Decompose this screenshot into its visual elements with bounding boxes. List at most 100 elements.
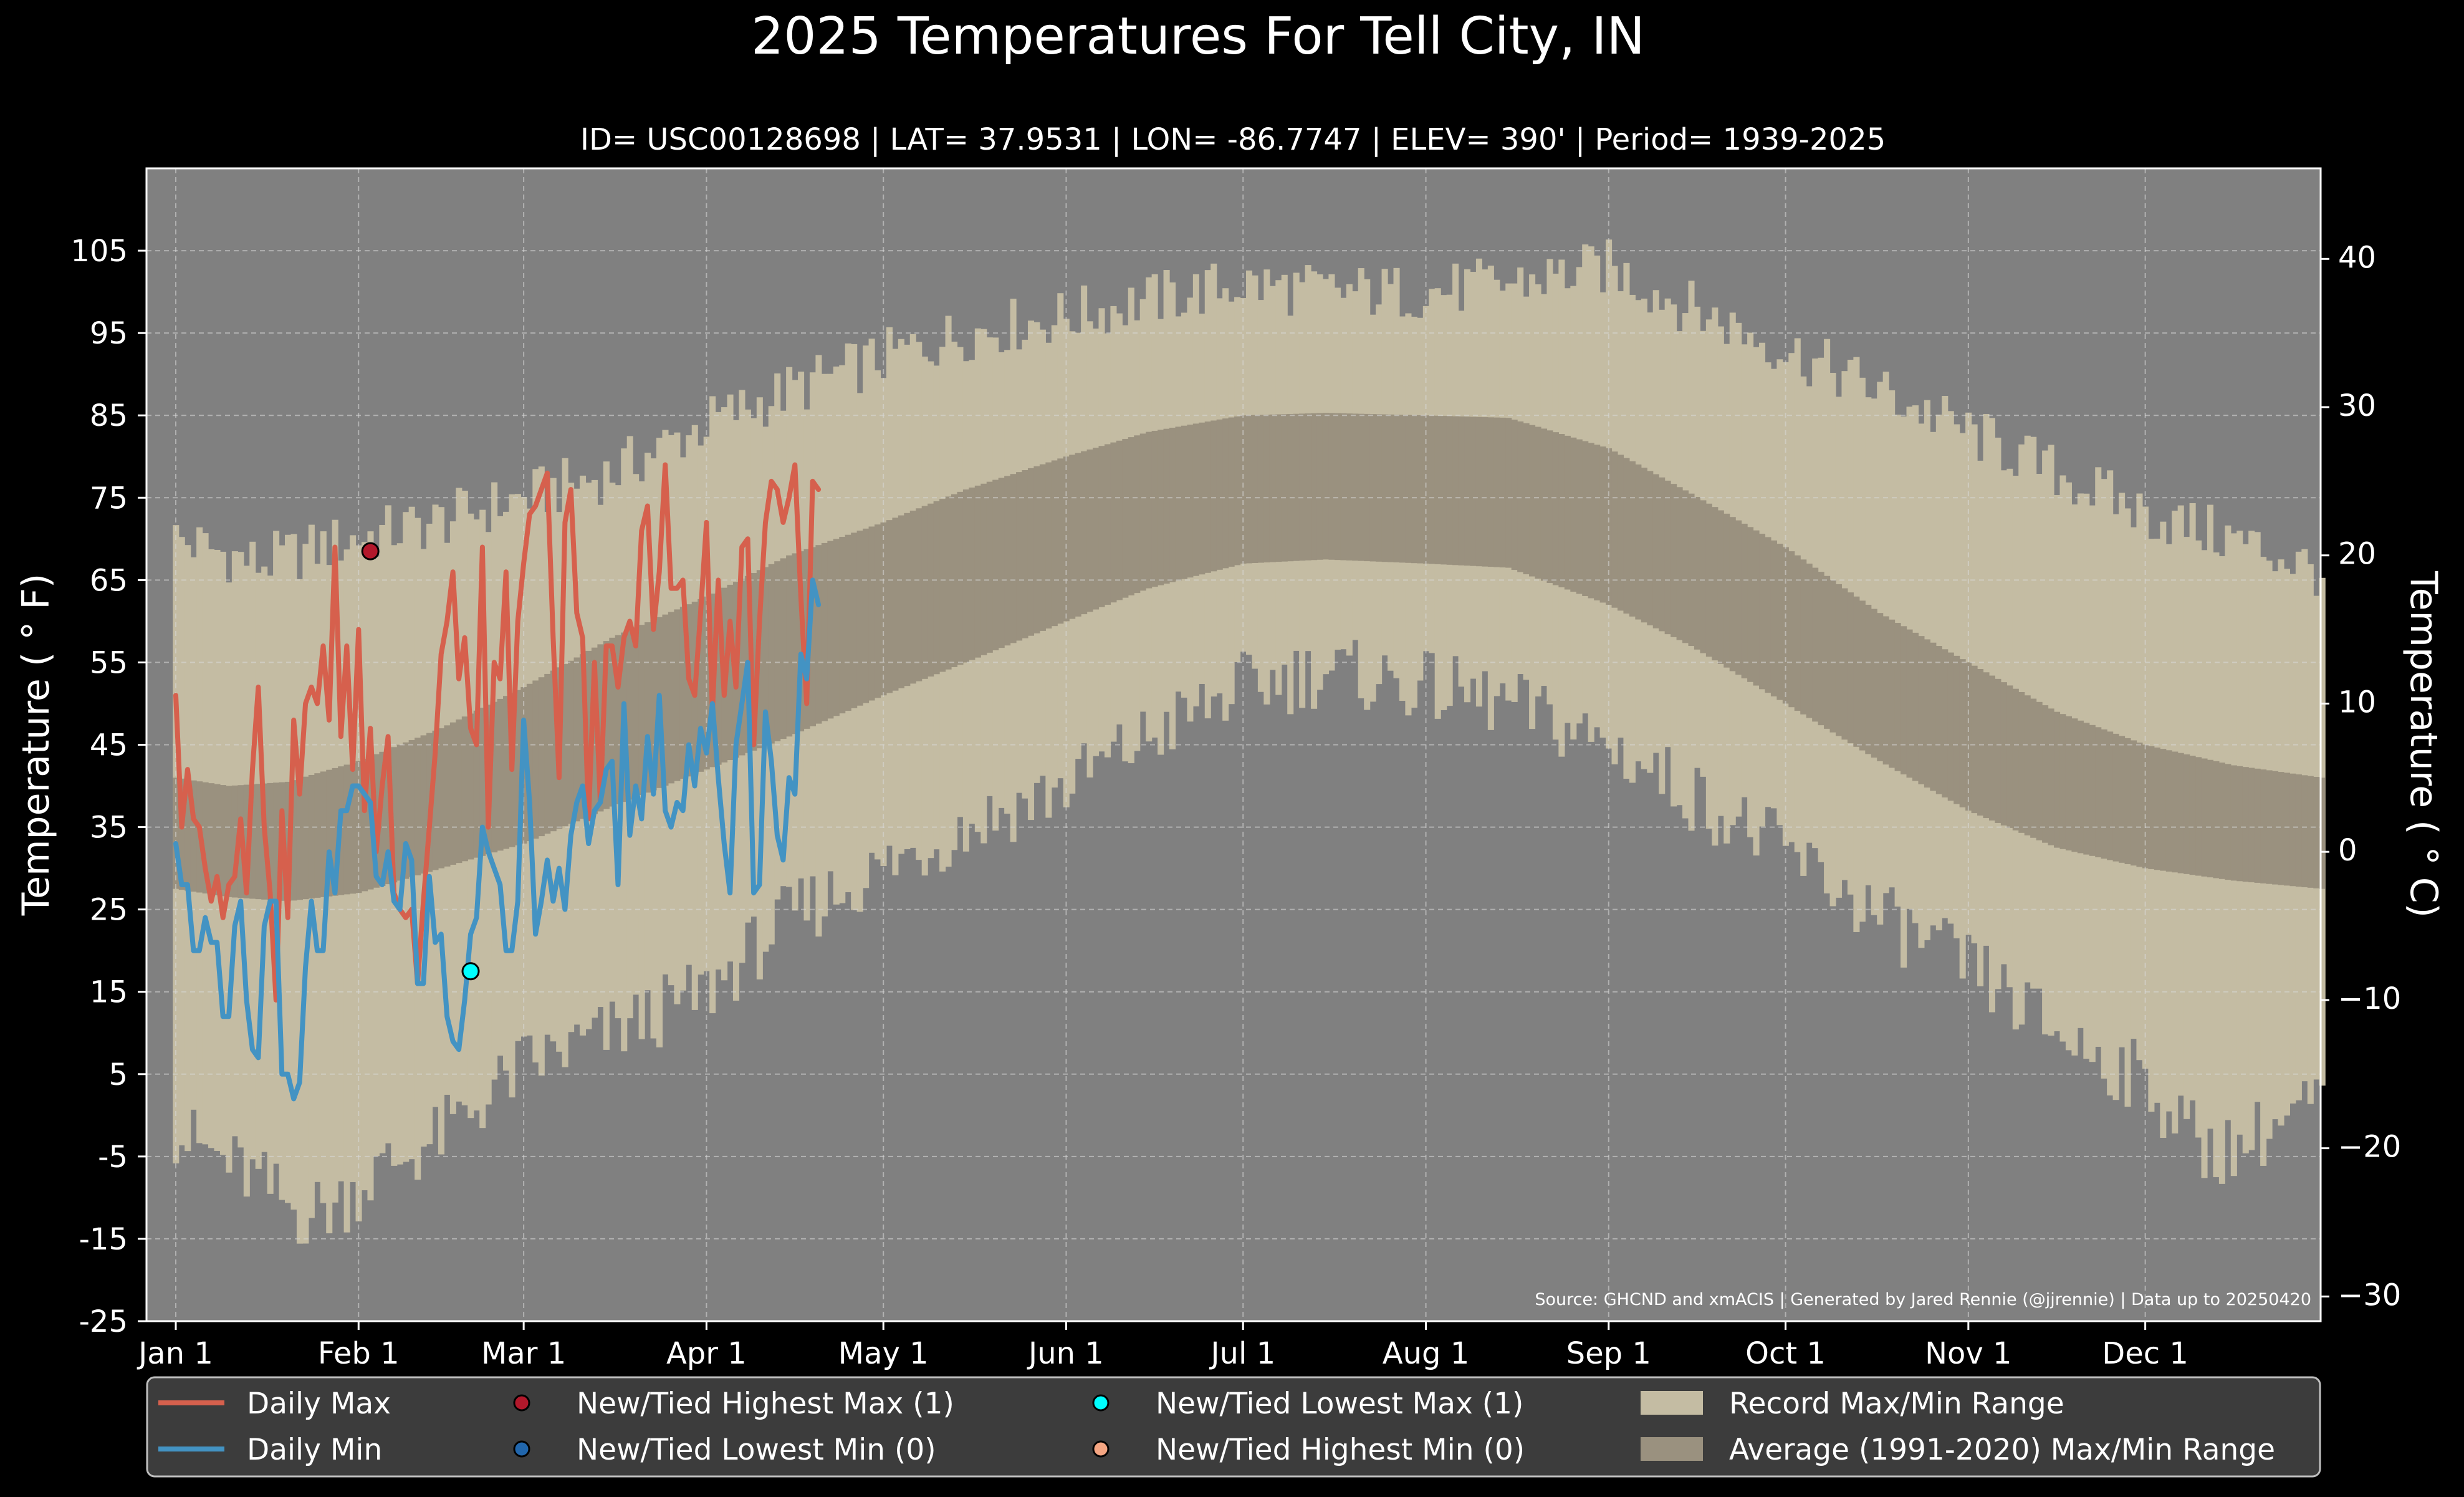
x-tick-label: Apr 1 (666, 1336, 747, 1371)
normal-range-bar (792, 553, 798, 734)
normal-range-bar (1924, 639, 1930, 788)
normal-range-bar (1051, 460, 1058, 627)
y-tick-label-right: 20 (2338, 537, 2376, 572)
normal-range-bar (538, 677, 545, 837)
normal-range-bar (2160, 749, 2167, 871)
normal-range-bar (214, 784, 221, 895)
normal-range-bar (974, 485, 981, 658)
normal-range-bar (1871, 609, 1877, 758)
normal-range-bar (1599, 446, 1606, 603)
legend-label: New/Tied Highest Min (0) (1156, 1433, 1525, 1467)
normal-range-bar (2319, 777, 2326, 889)
normal-range-bar (1311, 413, 1318, 561)
y-tick-label-right: 0 (2338, 833, 2357, 868)
normal-range-bar (1824, 575, 1831, 729)
normal-range-bar (1216, 419, 1223, 570)
normal-range-bar (615, 635, 621, 804)
normal-range-bar (1358, 413, 1364, 561)
normal-range-bar (1847, 592, 1854, 744)
normal-range-bar (674, 609, 681, 781)
normal-range-bar (1582, 441, 1589, 596)
normal-range-bar (1511, 420, 1518, 570)
normal-range-bar (951, 494, 958, 667)
normal-range-bar (1004, 476, 1011, 646)
normal-range-bar (1158, 430, 1164, 585)
normal-range-bar (1134, 435, 1141, 594)
normal-range-bar (1222, 418, 1229, 569)
normal-range-bar (856, 531, 863, 706)
legend-patch-swatch (1641, 1437, 1703, 1461)
normal-range-bar (332, 768, 338, 896)
normal-range-bar (185, 779, 191, 891)
normal-range-bar (1322, 413, 1330, 560)
x-tick-label: May 1 (838, 1336, 929, 1371)
normal-range-bar (1806, 563, 1813, 718)
normal-range-bar (432, 730, 439, 870)
x-tick-label: Jul 1 (1209, 1336, 1275, 1371)
normal-range-bar (1287, 413, 1294, 562)
normal-range-bar (892, 517, 899, 691)
normal-range-bar (1841, 588, 1848, 740)
normal-range-bar (909, 511, 916, 684)
normal-range-bar (603, 641, 610, 809)
normal-range-bar (591, 647, 598, 814)
normal-range-bar (1529, 425, 1536, 577)
normal-range-bar (1735, 520, 1742, 675)
normal-range-bar (1800, 559, 1807, 715)
normal-range-bar (2272, 771, 2279, 885)
normal-range-bar (1151, 430, 1158, 587)
normal-range-bar (2313, 777, 2320, 888)
normal-range-bar (1995, 678, 2001, 823)
normal-range-bar (1552, 432, 1559, 585)
normal-range-bar (2207, 759, 2214, 878)
normal-range-bar (1128, 437, 1134, 595)
normal-range-bar (1098, 446, 1105, 607)
normal-range-bar (190, 780, 197, 892)
normal-range-bar (249, 784, 256, 899)
normal-range-bar (467, 713, 474, 860)
daily-max-line (173, 462, 822, 1003)
normal-range-bar (626, 630, 633, 800)
normal-range-bar (1753, 530, 1760, 686)
y-tick-label-left: 75 (90, 481, 128, 516)
normal-range-bar (202, 782, 209, 893)
normal-range-bar (438, 728, 445, 869)
normal-range-bar (1505, 418, 1512, 568)
normal-range-bar (231, 785, 238, 898)
legend-label: Average (1991-2020) Max/Min Range (1729, 1433, 2275, 1467)
normal-range-bar (2124, 738, 2131, 865)
normal-range-bar (2189, 756, 2196, 875)
normal-range-bar (1812, 567, 1819, 722)
normal-range-bar (2248, 768, 2255, 883)
x-axis: Jan 1 Feb 1 Mar 1 Apr 1 May 1 Jun 1 Jul 1 Aug 1… (137, 1321, 2188, 1371)
normal-range-bar (1617, 455, 1624, 611)
normal-range-bar (2254, 768, 2261, 883)
normal-range-bar (686, 604, 693, 777)
normal-range-bar (1523, 423, 1530, 575)
normal-range-bar (638, 625, 645, 795)
normal-range-bar (1818, 572, 1824, 726)
normal-range-bar (2236, 766, 2243, 882)
normal-range-bar (1446, 416, 1453, 565)
normal-range-bar (1611, 451, 1618, 608)
x-tick-label: Oct 1 (1745, 1336, 1826, 1371)
normal-range-bar (1405, 415, 1412, 563)
normal-range-bar (2036, 701, 2043, 840)
normal-range-bar (1629, 461, 1636, 617)
left-y-axis: 105 95 85 75 65 55 45 35 25 15 5 -5 -15 -25 (70, 234, 146, 1339)
normal-range-bar (208, 783, 215, 895)
normal-range-bar (1381, 414, 1388, 562)
y-tick-label-left: 95 (90, 316, 128, 351)
normal-range-bar (875, 524, 881, 698)
normal-range-bar (668, 612, 674, 784)
normal-range-bar (1417, 415, 1424, 564)
normal-range-bar (1458, 416, 1465, 566)
normal-range-bar (1747, 527, 1754, 682)
normal-range-bar (851, 532, 858, 708)
normal-range-bar (2048, 708, 2054, 845)
normal-range-bar (1535, 426, 1541, 579)
normal-range-bar (992, 479, 999, 651)
normal-range-bar (573, 657, 580, 822)
normal-range-bar (2059, 714, 2066, 849)
